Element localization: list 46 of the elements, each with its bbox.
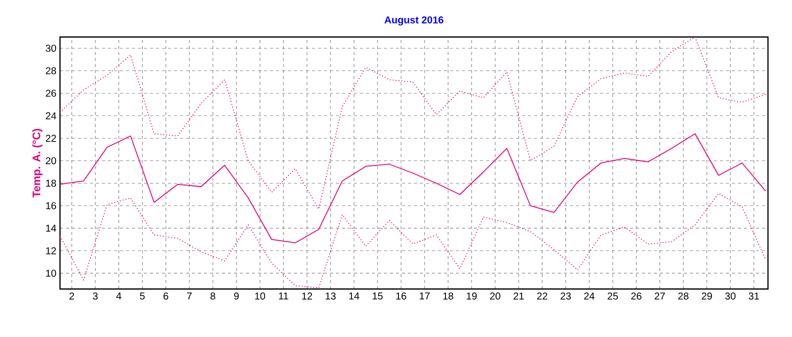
x-tick-label: 24 xyxy=(584,292,594,300)
y-tick-label: 28 xyxy=(46,67,56,74)
x-tick-label: 8 xyxy=(210,292,216,300)
x-tick-label: 26 xyxy=(631,292,642,300)
x-tick-label: 4 xyxy=(116,292,122,300)
y-tick-label: 26 xyxy=(46,90,56,97)
line-series xyxy=(60,36,766,210)
x-tick-label: 6 xyxy=(164,292,168,300)
x-tick-label: 12 xyxy=(302,292,312,300)
x-tick-label: 29 xyxy=(702,292,712,300)
y-axis-title: Temp. A. (°C) xyxy=(32,128,42,198)
x-tick-label: 7 xyxy=(187,292,192,300)
x-tick-label: 25 xyxy=(608,292,618,300)
x-tick-label: 30 xyxy=(725,292,736,300)
x-tick-label: 21 xyxy=(514,292,524,300)
y-tick-label: 20 xyxy=(46,157,56,164)
line-series xyxy=(60,192,766,288)
x-tick-label: 10 xyxy=(255,292,266,300)
line-series xyxy=(60,133,766,244)
x-tick-label: 20 xyxy=(490,292,500,300)
y-tick-label: 12 xyxy=(46,247,56,254)
x-tick-label: 15 xyxy=(372,292,383,300)
x-tick-label: 16 xyxy=(396,292,406,300)
y-tick-label: 10 xyxy=(46,270,56,277)
y-tick-label: 18 xyxy=(46,180,56,187)
x-tick-label: 13 xyxy=(326,292,336,300)
y-tick-label: 22 xyxy=(46,134,56,142)
y-tick-label: 30 xyxy=(46,44,56,52)
x-tick-label: 5 xyxy=(140,292,145,300)
chart-title: August 2016 xyxy=(384,16,444,26)
x-tick-label: 3 xyxy=(92,292,98,300)
x-tick-label: 27 xyxy=(654,292,665,300)
y-tick-label: 14 xyxy=(46,224,56,232)
y-tick-label: 16 xyxy=(46,202,56,210)
x-tick-label: 28 xyxy=(678,292,688,300)
x-tick-label: 31 xyxy=(748,292,759,300)
x-tick-label: 11 xyxy=(279,292,288,300)
x-tick-label: 18 xyxy=(443,292,454,300)
x-tick-label: 9 xyxy=(234,292,239,300)
x-tick-label: 23 xyxy=(560,292,571,300)
x-tick-label: 14 xyxy=(349,292,360,300)
x-tick-label: 19 xyxy=(466,292,477,300)
x-tick-label: 17 xyxy=(420,292,430,300)
x-tick-label: 2 xyxy=(69,292,74,300)
x-tick-label: 22 xyxy=(537,292,548,300)
y-tick-label: 24 xyxy=(46,112,56,120)
